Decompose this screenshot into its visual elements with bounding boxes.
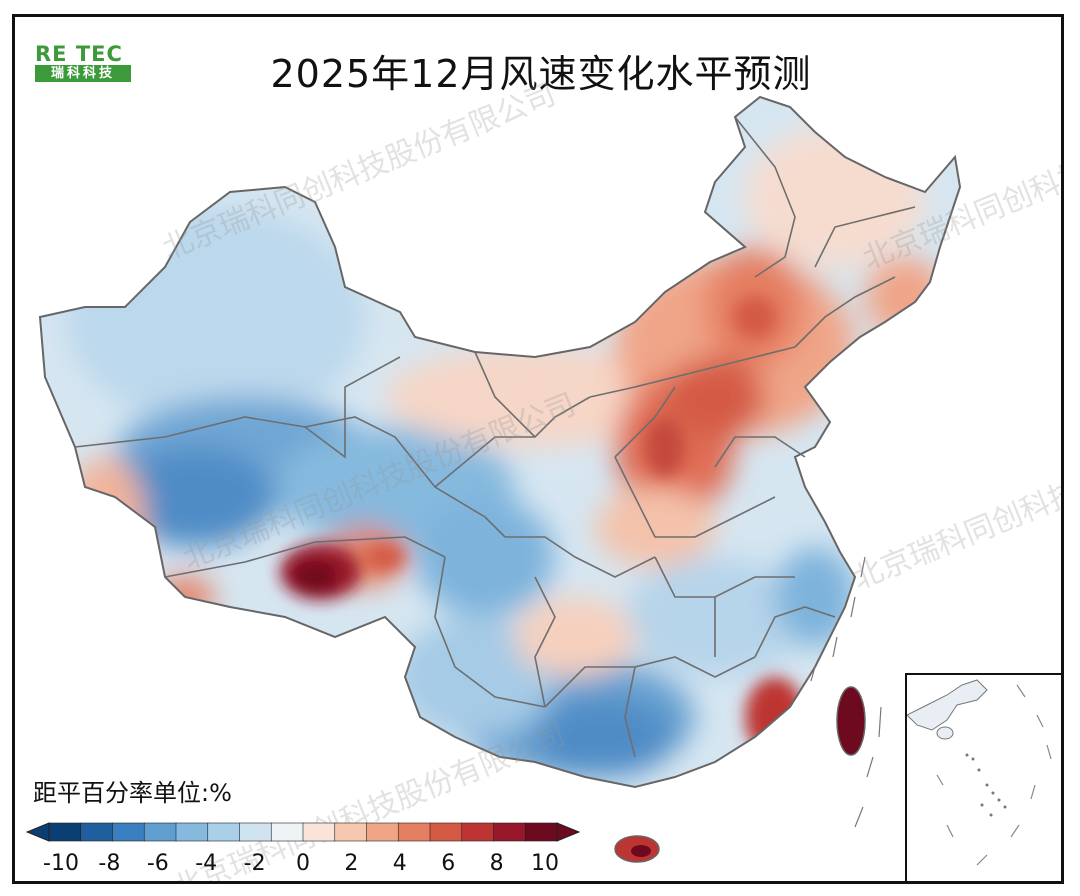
legend-unit-label: 距平百分率单位:% <box>33 779 232 807</box>
colorbar-tick-label: -2 <box>243 851 266 876</box>
colorbar-swatch <box>270 822 304 842</box>
colorbar-tick-label: 10 <box>531 851 559 876</box>
colorbar-swatch <box>80 822 114 842</box>
colorbar-tick-label: 2 <box>344 851 359 876</box>
colorbar-swatch <box>175 822 209 842</box>
colorbar-swatch <box>207 822 241 842</box>
colorbar-swatch <box>334 822 368 842</box>
colorbar-high-arrow <box>556 822 581 842</box>
colorbar-swatch <box>429 822 463 842</box>
colorbar-tick-label: -8 <box>98 851 121 876</box>
colorbar-tick-label: 0 <box>296 851 310 876</box>
logo-brand: RE TEC <box>35 42 123 66</box>
colorbar-tick-label: 6 <box>441 851 456 876</box>
colorbar <box>25 822 581 842</box>
colorbar-tick-label: -4 <box>195 851 218 876</box>
colorbar-swatch <box>48 822 82 842</box>
colorbar-swatch <box>239 822 273 842</box>
inset-map <box>906 679 1052 866</box>
colorbar-tick-label: 4 <box>392 851 407 876</box>
china-map <box>39 96 961 863</box>
page-title: 2025年12月风速变化水平预测 <box>270 52 812 96</box>
colorbar-swatch <box>143 822 177 842</box>
colorbar-swatch <box>461 822 495 842</box>
south-china-sea-inset <box>905 673 1061 881</box>
colorbar-swatch <box>366 822 400 842</box>
colorbar-swatch <box>493 822 527 842</box>
map-frame: RE TEC 瑞科科技 2025年12月风速变化水平预测 北京瑞科同创科技股份有… <box>12 14 1064 884</box>
logo: RE TEC 瑞科科技 <box>35 43 131 82</box>
colorbar-tick-label: -6 <box>146 851 169 876</box>
colorbar-swatch <box>524 822 558 842</box>
colorbar-tick-label: -10 <box>43 851 79 876</box>
colorbar-swatch <box>112 822 146 842</box>
colorbar-swatch <box>302 822 336 842</box>
colorbar-low-arrow <box>25 822 50 842</box>
colorbar-swatch <box>397 822 431 842</box>
logo-cn: 瑞科科技 <box>35 65 131 82</box>
colorbar-tick-label: 8 <box>489 851 504 876</box>
